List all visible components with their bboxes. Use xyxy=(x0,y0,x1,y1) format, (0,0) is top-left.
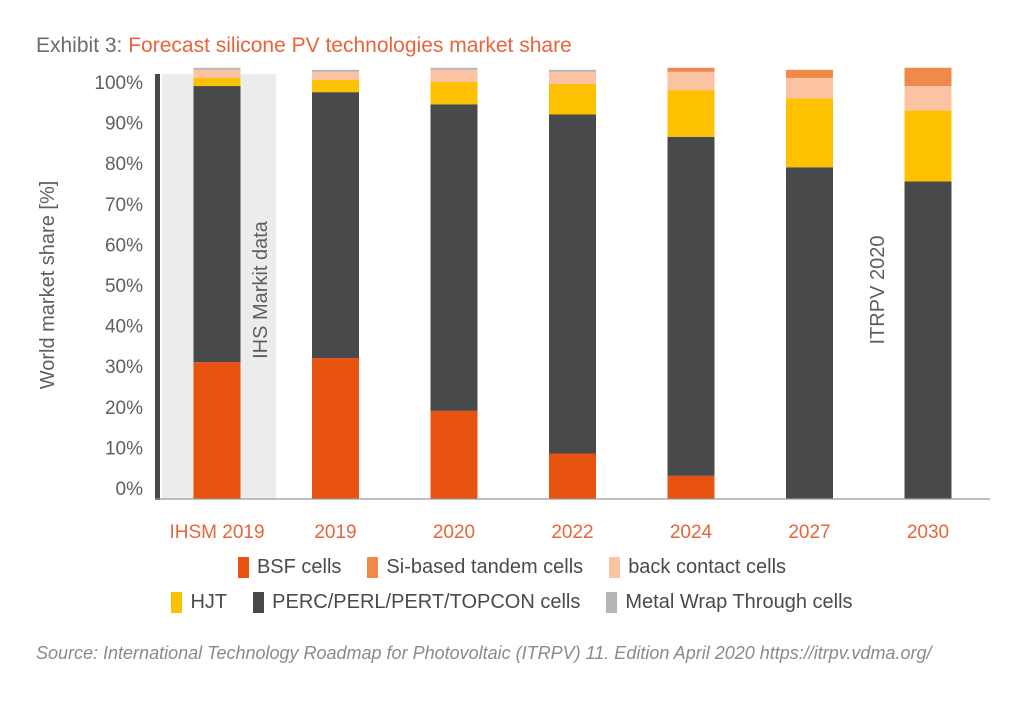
bar-segment xyxy=(193,362,241,499)
bar-segment xyxy=(549,453,596,499)
y-axis-title: World market share [%] xyxy=(37,181,59,390)
bar-segment xyxy=(312,79,359,93)
bar-segment xyxy=(786,77,833,99)
legend-label: back contact cells xyxy=(628,556,787,578)
bar-segment xyxy=(430,104,478,411)
bar-segment xyxy=(549,69,596,72)
source-note: Source: International Technology Roadmap… xyxy=(36,643,932,663)
y-tick-label: 80% xyxy=(105,154,143,175)
bar-segment xyxy=(193,67,241,70)
legend-row: HJT PERC/PERL/PERT/TOPCON cells Metal Wrap… xyxy=(0,591,1024,614)
legend-swatch xyxy=(171,592,183,613)
legend-swatch xyxy=(367,557,379,578)
y-tick-label: 60% xyxy=(105,235,143,256)
bar-stack-2030 xyxy=(904,67,952,499)
y-tick-label: 100% xyxy=(94,73,143,94)
bar-segment xyxy=(667,90,715,137)
legend-swatch xyxy=(237,557,249,578)
bar-stack-ihsm-2019 xyxy=(193,67,241,499)
legend-label: HJT xyxy=(190,591,228,613)
legend-item: Metal Wrap Through cells xyxy=(606,591,853,614)
legend-row: BSF cells Si-based tandem cells back conta… xyxy=(0,556,1024,579)
bar-segment xyxy=(904,67,952,87)
bar-segment xyxy=(549,84,596,115)
legend-item: BSF cells xyxy=(237,556,342,579)
y-tick-label: 20% xyxy=(105,398,143,419)
bar-segment xyxy=(549,114,596,454)
legend-item: Si-based tandem cells xyxy=(367,556,583,579)
legend-label: Metal Wrap Through cells xyxy=(625,591,853,613)
x-tick-label: IHSM 2019 xyxy=(169,522,264,543)
bar-stack-2024 xyxy=(667,67,715,499)
bar-segment xyxy=(193,69,241,78)
title-prefix: Exhibit 3: xyxy=(36,34,129,57)
bar-segment xyxy=(312,69,359,72)
legend-item: PERC/PERL/PERT/TOPCON cells xyxy=(253,591,580,614)
bar-segment xyxy=(549,71,596,85)
bar-stack-2027 xyxy=(786,69,833,499)
legend-label: BSF cells xyxy=(256,556,342,578)
bar-stack-2019 xyxy=(312,69,359,499)
legend-item: HJT xyxy=(171,591,227,614)
y-tick-label: 70% xyxy=(105,195,143,216)
bar-segment xyxy=(904,110,952,182)
bar-segment xyxy=(312,92,359,359)
bar-segment xyxy=(904,86,952,111)
bar-segment xyxy=(193,77,241,87)
legend-item: back contact cells xyxy=(609,556,786,579)
chart-annotation: ITRPV 2020 xyxy=(867,236,889,345)
bar-segment xyxy=(430,410,478,499)
legend-swatch xyxy=(606,592,618,613)
bar-segment xyxy=(667,71,715,91)
stacked-bar-chart: 0% 10% 20% 30% 40% 50% 60% 70% 80% 90% 100% IHSM 20… xyxy=(37,67,990,543)
x-tick-label: 2027 xyxy=(788,522,830,543)
y-tick-label: 0% xyxy=(116,479,144,500)
bar-segment xyxy=(430,82,478,105)
y-tick-label: 50% xyxy=(105,276,143,297)
bar-stack-2020 xyxy=(430,67,478,499)
y-axis-line xyxy=(155,74,160,500)
bar-segment xyxy=(786,98,833,168)
annotation-layer: IHS Markit data ITRPV 2020 xyxy=(250,220,889,359)
bar-stack-2022 xyxy=(549,69,596,499)
legend-label: Si-based tandem cells xyxy=(386,556,584,578)
legend-swatch xyxy=(609,557,621,578)
x-tick-label: 2030 xyxy=(907,522,949,543)
legend: BSF cells Si-based tandem cells back conta… xyxy=(0,556,1024,626)
bars-layer xyxy=(193,67,952,499)
legend-label: PERC/PERL/PERT/TOPCON cells xyxy=(272,591,581,613)
bar-segment xyxy=(430,67,478,70)
bar-segment xyxy=(312,358,359,499)
bar-segment xyxy=(667,67,715,72)
legend-swatch xyxy=(253,592,265,613)
title-main: Forecast silicone PV technologies market… xyxy=(128,34,572,57)
bar-segment xyxy=(193,86,241,363)
bar-segment xyxy=(312,71,359,80)
y-tick-label: 30% xyxy=(105,357,143,378)
bar-segment xyxy=(667,475,715,499)
bar-segment xyxy=(786,69,833,78)
bar-segment xyxy=(904,181,952,499)
x-tick-label: 2019 xyxy=(314,522,356,543)
y-tick-label: 90% xyxy=(105,114,143,135)
x-tick-label: 2022 xyxy=(551,522,593,543)
bar-segment xyxy=(667,136,715,476)
x-tick-label: 2024 xyxy=(670,522,713,543)
bar-segment xyxy=(430,69,478,82)
axis-layer: 0% 10% 20% 30% 40% 50% 60% 70% 80% 90% 100% IHSM 20… xyxy=(37,73,990,543)
y-tick-label: 40% xyxy=(105,317,143,338)
y-tick-label: 10% xyxy=(105,438,143,459)
bar-segment xyxy=(786,167,833,499)
x-tick-label: 2020 xyxy=(433,522,475,543)
chart-annotation: IHS Markit data xyxy=(250,220,272,359)
chart-title: Exhibit 3: Forecast silicone PV technolo… xyxy=(36,34,572,58)
